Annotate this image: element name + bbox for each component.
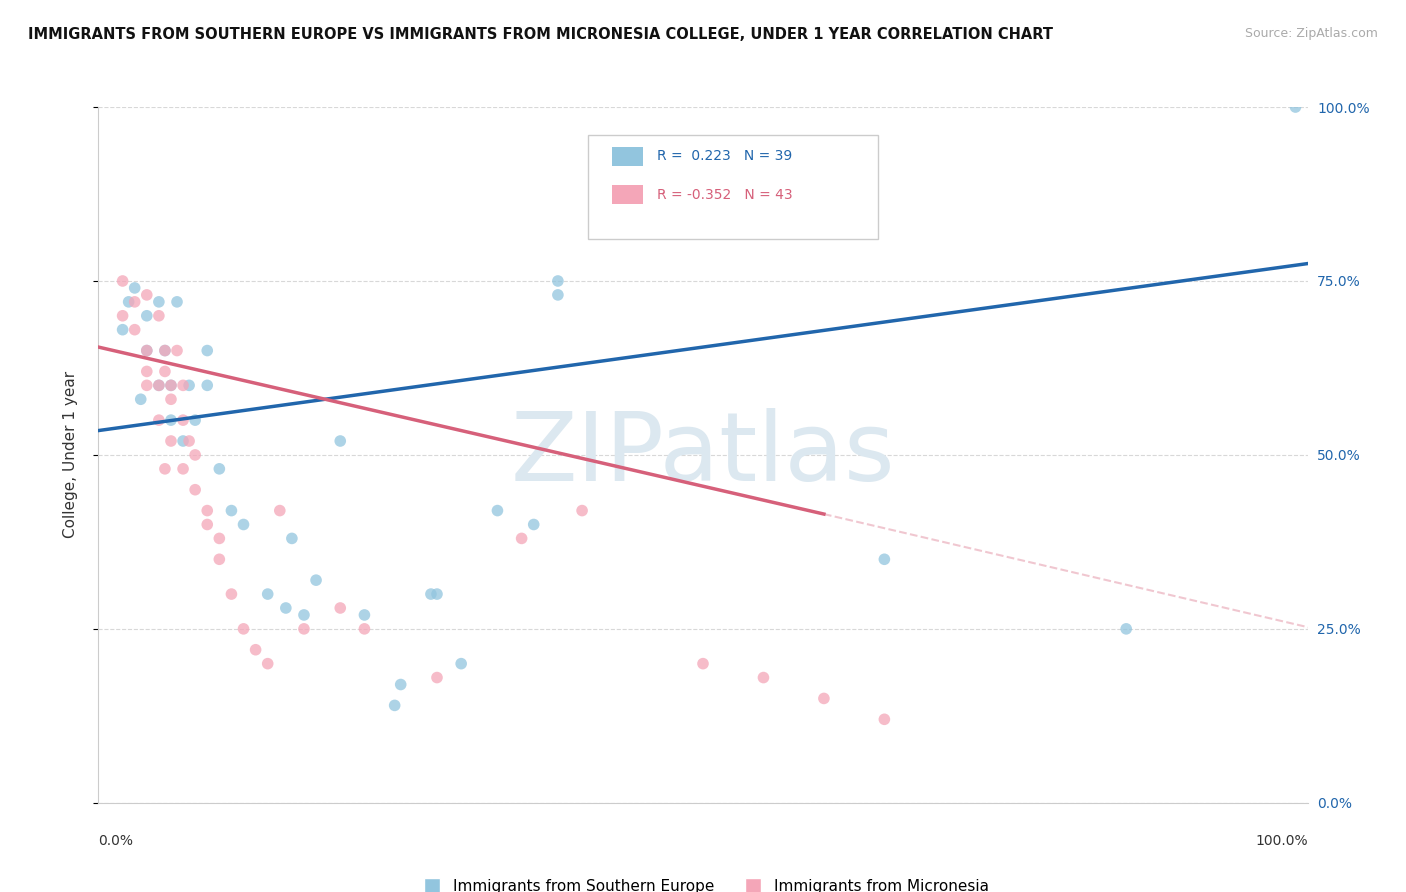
Point [305, 573, 328, 587]
Point [148, 413, 170, 427]
Point [135, 309, 157, 323]
Point [160, 392, 183, 407]
Text: 100.0%: 100.0% [1256, 834, 1308, 848]
Text: R = -0.352   N = 43: R = -0.352 N = 43 [657, 187, 793, 202]
Point [148, 294, 170, 309]
Point [292, 622, 315, 636]
Point [523, 517, 546, 532]
Point [172, 378, 194, 392]
Point [153, 462, 176, 476]
Point [547, 274, 569, 288]
Legend: Immigrants from Southern Europe, Immigrants from Micronesia: Immigrants from Southern Europe, Immigra… [411, 873, 995, 892]
Point [752, 671, 775, 685]
Point [873, 552, 896, 566]
Point [124, 294, 146, 309]
Text: Source: ZipAtlas.com: Source: ZipAtlas.com [1244, 27, 1378, 40]
Point [148, 309, 170, 323]
Point [135, 288, 157, 302]
Point [135, 343, 157, 358]
Point [873, 712, 896, 726]
Point [111, 323, 134, 337]
Point [195, 343, 218, 358]
Point [353, 622, 375, 636]
Text: R =  0.223   N = 39: R = 0.223 N = 39 [657, 150, 793, 163]
Point [329, 434, 352, 448]
Point [129, 392, 152, 407]
Point [281, 532, 304, 546]
Text: IMMIGRANTS FROM SOUTHERN EUROPE VS IMMIGRANTS FROM MICRONESIA COLLEGE, UNDER 1 Y: IMMIGRANTS FROM SOUTHERN EUROPE VS IMMIG… [28, 27, 1053, 42]
Point [450, 657, 472, 671]
Y-axis label: College, Under 1 year: College, Under 1 year [63, 371, 77, 539]
Point [166, 294, 188, 309]
Point [160, 378, 183, 392]
Point [256, 587, 278, 601]
Point [208, 552, 231, 566]
Point [148, 378, 170, 392]
Point [274, 601, 297, 615]
Point [111, 274, 134, 288]
Point [245, 642, 267, 657]
Point [692, 657, 714, 671]
Point [1115, 622, 1137, 636]
Point [256, 657, 278, 671]
Point [269, 503, 291, 517]
Point [486, 503, 509, 517]
Point [172, 413, 194, 427]
Point [135, 378, 157, 392]
FancyBboxPatch shape [613, 185, 643, 204]
Point [384, 698, 406, 713]
Point [813, 691, 835, 706]
Point [195, 517, 218, 532]
Point [148, 378, 170, 392]
Point [184, 483, 207, 497]
Point [118, 294, 141, 309]
Point [208, 462, 231, 476]
Point [426, 671, 449, 685]
Point [221, 503, 243, 517]
Point [571, 503, 593, 517]
Point [208, 532, 231, 546]
Point [184, 448, 207, 462]
Point [124, 281, 146, 295]
Point [160, 378, 183, 392]
Point [420, 587, 443, 601]
Point [172, 462, 194, 476]
Point [153, 343, 176, 358]
Text: 0.0%: 0.0% [98, 834, 134, 848]
Point [153, 364, 176, 378]
Point [1284, 100, 1306, 114]
Point [111, 309, 134, 323]
FancyBboxPatch shape [588, 135, 879, 239]
Point [135, 364, 157, 378]
Point [179, 434, 201, 448]
Point [160, 434, 183, 448]
Point [124, 323, 146, 337]
Point [221, 587, 243, 601]
Point [166, 343, 188, 358]
Text: ZIPatlas: ZIPatlas [510, 409, 896, 501]
Point [160, 413, 183, 427]
Point [232, 622, 254, 636]
Point [329, 601, 352, 615]
Point [195, 503, 218, 517]
FancyBboxPatch shape [613, 146, 643, 166]
Point [179, 378, 201, 392]
Point [547, 288, 569, 302]
Point [232, 517, 254, 532]
Point [153, 343, 176, 358]
Point [195, 378, 218, 392]
Point [426, 587, 449, 601]
Point [135, 343, 157, 358]
Point [292, 607, 315, 622]
Point [510, 532, 533, 546]
Point [353, 607, 375, 622]
Point [389, 677, 412, 691]
Point [184, 413, 207, 427]
Point [172, 434, 194, 448]
